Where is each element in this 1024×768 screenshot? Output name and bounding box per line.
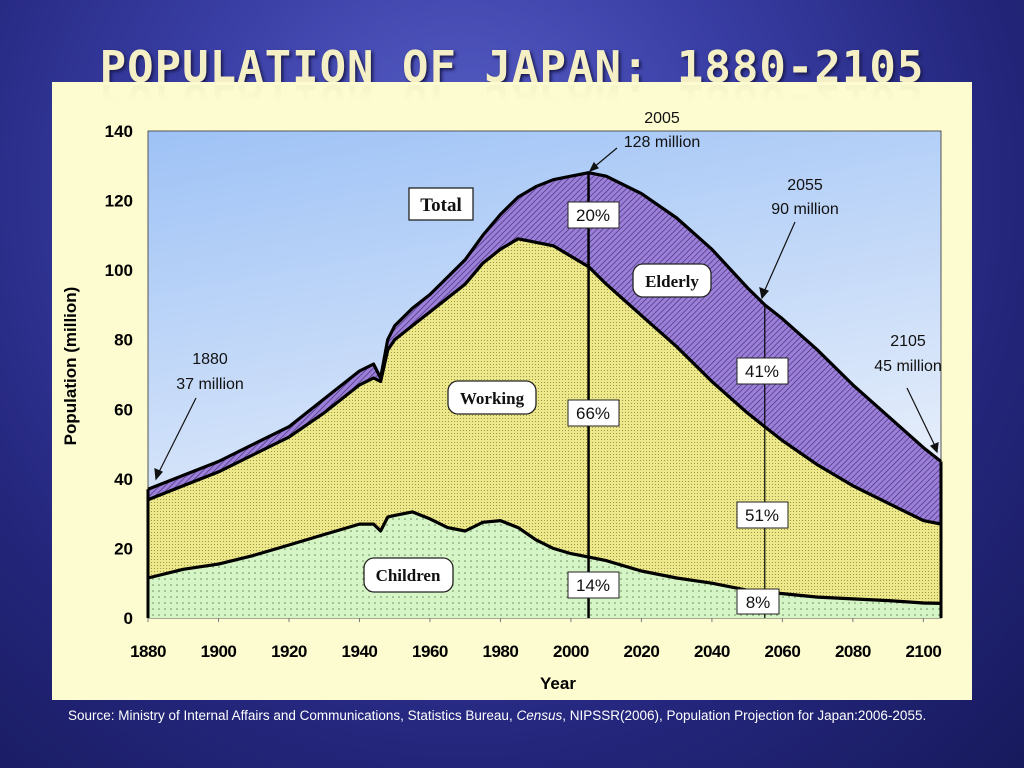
y-tick-label: 80 — [114, 331, 133, 350]
arrow-2105 — [906, 387, 936, 447]
annotation-2055-value: 90 million — [771, 201, 839, 218]
annotation-2105-year: 2105 — [890, 333, 926, 350]
x-tick-label: 1880 — [130, 642, 166, 661]
share-2055-children: 8% — [746, 593, 771, 612]
share-2055-working-box — [736, 501, 789, 529]
y-tick-label: 60 — [114, 400, 133, 419]
arrowhead-2055 — [759, 287, 770, 300]
share-2005-elderly-box — [567, 201, 620, 229]
annotation-2005-value: 128 million — [624, 134, 700, 151]
annotation-2105-value: 45 million — [874, 358, 942, 375]
share-2055-elderly: 41% — [745, 362, 779, 381]
y-tick-label: 120 — [105, 192, 133, 211]
x-tick-label: 2020 — [624, 642, 660, 661]
share-2055-children-box — [736, 588, 780, 615]
y-tick-label: 100 — [105, 261, 133, 280]
arrowhead-1880 — [154, 468, 163, 481]
arrow-2005 — [592, 147, 618, 169]
total-label-box — [408, 187, 474, 221]
x-tick-label: 1940 — [342, 642, 378, 661]
annotation-2005-year: 2005 — [644, 110, 680, 127]
working-label-box — [447, 380, 537, 415]
x-tick-label: 2060 — [764, 642, 800, 661]
arrow-2055 — [763, 221, 796, 293]
share-2055-working: 51% — [745, 506, 779, 525]
x-tick-label: 2100 — [905, 642, 941, 661]
arrowhead-2105 — [929, 442, 939, 454]
x-tick-label: 1900 — [201, 642, 237, 661]
share-2055-elderly-box — [736, 357, 789, 385]
boundary-line-working — [147, 237, 942, 526]
source-suffix: , NIPSSR(2006), Population Projection fo… — [562, 708, 927, 723]
y-tick-label: 140 — [105, 122, 133, 141]
source-prefix: Source: Ministry of Internal Affairs and… — [68, 708, 517, 723]
arrow-1880 — [157, 397, 197, 475]
x-tick-label: 2080 — [835, 642, 871, 661]
share-2005-children-box — [567, 571, 620, 599]
y-tick-label: 40 — [114, 470, 133, 489]
y-tick-label: 20 — [114, 539, 133, 558]
share-2005-children: 14% — [576, 576, 610, 595]
x-tick-label: 2040 — [694, 642, 730, 661]
elderly-label: Elderly — [645, 272, 699, 291]
share-2005-elderly: 20% — [576, 206, 610, 225]
boundary-line-elderly — [147, 171, 942, 491]
x-axis-label: Year — [540, 674, 576, 693]
y-axis-label: Population (million) — [61, 287, 80, 446]
x-tick-label: 1960 — [412, 642, 448, 661]
children-label-box — [363, 557, 454, 593]
share-2005-working-box — [567, 399, 620, 427]
children-label: Children — [376, 566, 441, 585]
arrowhead-2005 — [588, 161, 599, 173]
x-tick-label: 1980 — [483, 642, 519, 661]
share-2005-working: 66% — [576, 404, 610, 423]
source-census: Census — [516, 708, 563, 723]
elderly-label-box — [632, 263, 712, 298]
annotation-1880-year: 1880 — [192, 351, 228, 368]
source-note: Source: Ministry of Internal Affairs and… — [68, 706, 968, 726]
annotation-1880-value: 37 million — [176, 376, 244, 393]
total-label: Total — [420, 195, 462, 216]
x-tick-label: 2000 — [553, 642, 589, 661]
working-label: Working — [460, 389, 525, 408]
annotation-2055-year: 2055 — [787, 177, 823, 194]
x-tick-label: 1920 — [271, 642, 307, 661]
y-tick-label: 0 — [124, 609, 133, 628]
